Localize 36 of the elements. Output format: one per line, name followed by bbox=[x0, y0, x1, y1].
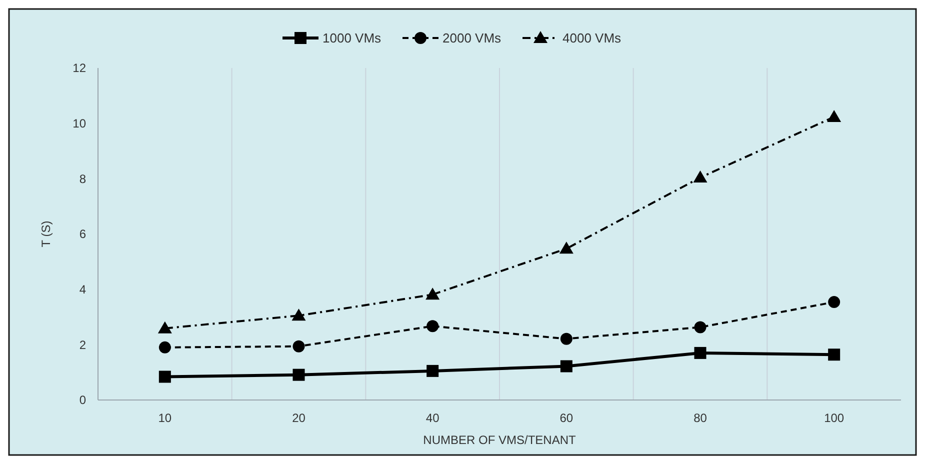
point bbox=[158, 341, 171, 354]
x-tick-label: 20 bbox=[292, 411, 306, 425]
point bbox=[828, 296, 840, 308]
point bbox=[292, 368, 305, 381]
point bbox=[694, 346, 706, 359]
point bbox=[694, 321, 706, 334]
y-tick-label: 8 bbox=[79, 172, 86, 186]
legend-label: 1000 VMs bbox=[322, 30, 382, 46]
point bbox=[827, 110, 842, 122]
y-tick-label: 4 bbox=[79, 282, 86, 297]
x-tick-label: 80 bbox=[694, 411, 708, 425]
y-tick-label: 10 bbox=[72, 116, 86, 131]
point bbox=[559, 242, 574, 254]
x-tick-label: 40 bbox=[426, 411, 440, 425]
x-axis-title: NUMBER OF VMS/TENANT bbox=[423, 433, 577, 447]
legend-label: 2000 VMs bbox=[442, 30, 502, 46]
y-axis-title: T (S) bbox=[39, 220, 53, 248]
point bbox=[292, 308, 306, 321]
x-tick-label: 60 bbox=[560, 411, 574, 425]
point bbox=[292, 340, 305, 352]
point bbox=[158, 321, 172, 334]
point bbox=[693, 170, 708, 183]
x-tick-label: 10 bbox=[158, 411, 172, 425]
point bbox=[158, 370, 171, 383]
point bbox=[828, 348, 840, 361]
point bbox=[560, 360, 572, 372]
y-tick-label: 12 bbox=[72, 61, 86, 76]
x-tick-label: 100 bbox=[824, 411, 844, 425]
point bbox=[426, 288, 440, 300]
point bbox=[426, 320, 439, 332]
legend-label: 4000 VMs bbox=[562, 30, 622, 46]
y-tick-label: 6 bbox=[79, 227, 86, 242]
y-tick-label: 2 bbox=[79, 338, 86, 352]
point bbox=[560, 332, 572, 345]
y-tick-label: 0 bbox=[79, 393, 86, 408]
point bbox=[426, 364, 439, 377]
